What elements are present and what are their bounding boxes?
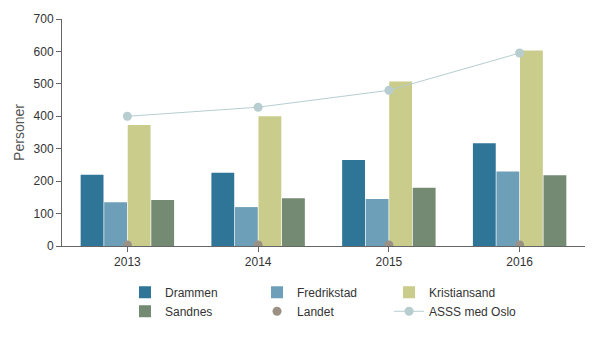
svg-text:600: 600 — [34, 45, 54, 59]
svg-text:2014: 2014 — [245, 255, 272, 269]
svg-text:ASSS med Oslo: ASSS med Oslo — [429, 305, 516, 319]
svg-text:0: 0 — [47, 239, 54, 253]
svg-text:Drammen: Drammen — [165, 286, 218, 300]
svg-text:200: 200 — [34, 174, 54, 188]
svg-text:300: 300 — [34, 142, 54, 156]
svg-text:Personer: Personer — [11, 104, 27, 161]
svg-text:2015: 2015 — [376, 255, 403, 269]
svg-text:700: 700 — [34, 12, 54, 26]
svg-text:Kristiansand: Kristiansand — [429, 286, 495, 300]
svg-text:500: 500 — [34, 77, 54, 91]
svg-text:400: 400 — [34, 109, 54, 123]
svg-text:Landet: Landet — [297, 305, 334, 319]
svg-text:Fredrikstad: Fredrikstad — [297, 286, 357, 300]
svg-text:100: 100 — [34, 207, 54, 221]
svg-text:Sandnes: Sandnes — [165, 305, 212, 319]
svg-text:2016: 2016 — [506, 255, 533, 269]
svg-text:2013: 2013 — [114, 255, 141, 269]
